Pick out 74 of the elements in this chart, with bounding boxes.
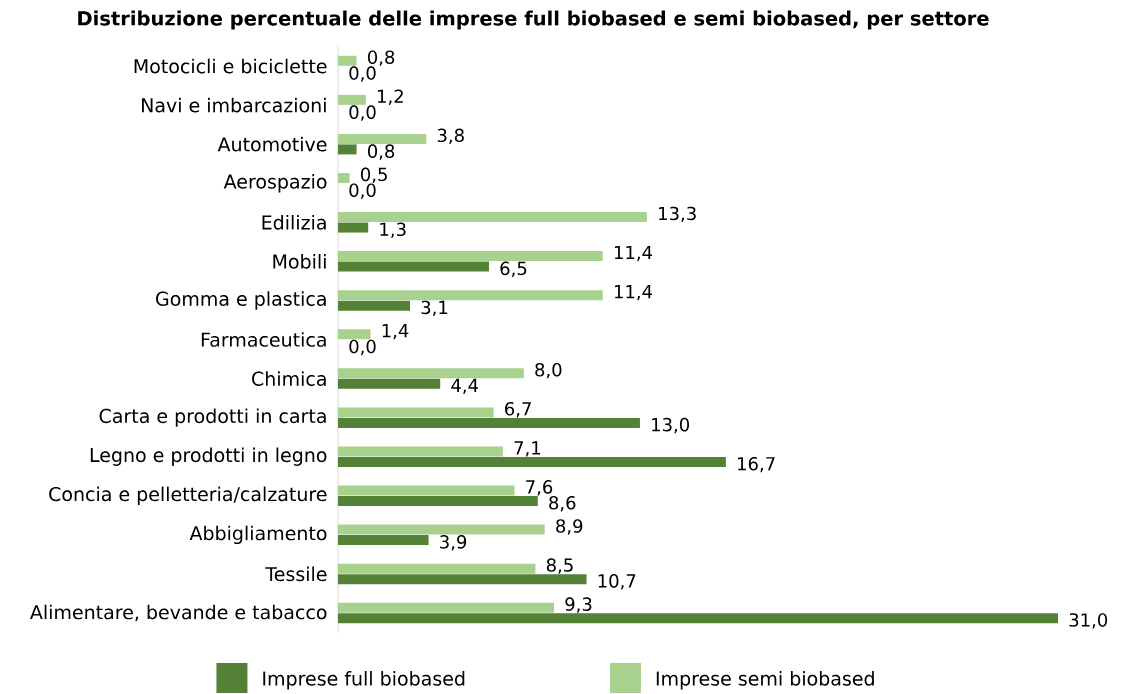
y-tick-label: Chimica [252,371,326,386]
data-label: 6,5 [500,261,527,278]
legend-label: Imprese full biobased [263,671,465,690]
y-tick-label: Legno e prodotti in legno [90,447,327,466]
data-label: 0,8 [367,50,395,66]
bar [338,574,587,585]
data-label: 3,1 [421,300,448,317]
y-tick-label: Carta e prodotti in carta [99,408,326,427]
y-tick-label: Abbigliamento [189,525,327,545]
bar [338,133,427,144]
y-tick-label: Automotive [217,136,327,152]
data-label: 7,6 [526,480,553,496]
bar [338,144,357,155]
y-tick-label: Tessile [265,566,327,582]
data-label: 13,0 [652,417,690,434]
data-label: 13,3 [659,206,696,223]
bar [338,329,371,340]
bar [338,446,503,457]
data-label: 0,0 [349,339,376,356]
y-tick-label: Concia e pelletteria/calzature [49,486,327,505]
bar [338,290,603,301]
data-label: 0,8 [367,144,395,160]
chart-title: Distribuzione percentuale delle imprese full biobased e semi biobased, per settore [78,10,989,30]
data-label: 11,4 [614,285,653,301]
bar [338,261,489,272]
data-label: 7,1 [514,441,541,457]
data-label: 8,5 [546,558,573,574]
bar [338,613,1058,624]
data-label: 4,4 [451,378,479,394]
y-tick-label: Alimentare, bevande e tabacco [30,604,327,622]
y-tick-label: Edilizia [262,214,326,230]
bar [338,368,524,379]
bar [338,172,350,183]
data-label: 8,0 [535,362,562,379]
data-label: 0,5 [361,167,387,184]
legend-label: Imprese semi biobased [656,671,874,690]
data-label: 0,0 [349,105,376,121]
data-label: 31,0 [1069,613,1108,629]
data-label: 0,0 [349,183,376,199]
data-label: 3,9 [440,535,467,551]
data-label: 3,8 [437,128,464,144]
bar [338,94,366,105]
data-label: 16,7 [738,456,775,473]
bar [338,456,726,467]
data-label: 9,3 [565,597,592,613]
y-tick-label: Gomma e plastica [156,291,326,310]
y-tick-label: Aerospazio [223,174,327,193]
bar [338,602,554,613]
y-tick-label: Mobili [273,254,326,269]
bar [338,485,515,496]
data-label: 8,9 [556,519,583,535]
bar [338,212,647,223]
data-label: 1,4 [382,324,409,340]
bar [338,563,536,574]
bar [338,417,640,428]
bar [338,251,603,262]
bar [338,407,494,418]
bar [338,300,410,311]
bar [338,55,357,66]
y-tick-label: Navi e imbarcazioni [142,97,326,113]
y-tick-label: Farmaceutica [201,332,326,347]
data-label: 10,7 [598,574,636,590]
bar [338,524,545,535]
data-label: 11,4 [614,245,653,262]
bar [338,496,538,507]
bar [338,535,429,546]
data-label: 0,0 [349,66,376,82]
bar [338,222,369,233]
data-label: 1,3 [380,222,406,238]
bar [338,378,441,389]
data-label: 6,7 [505,401,531,418]
data-label: 8,6 [549,495,576,512]
y-tick-label: Motocicli e biciclette [134,58,327,74]
data-label: 1,2 [378,89,403,105]
